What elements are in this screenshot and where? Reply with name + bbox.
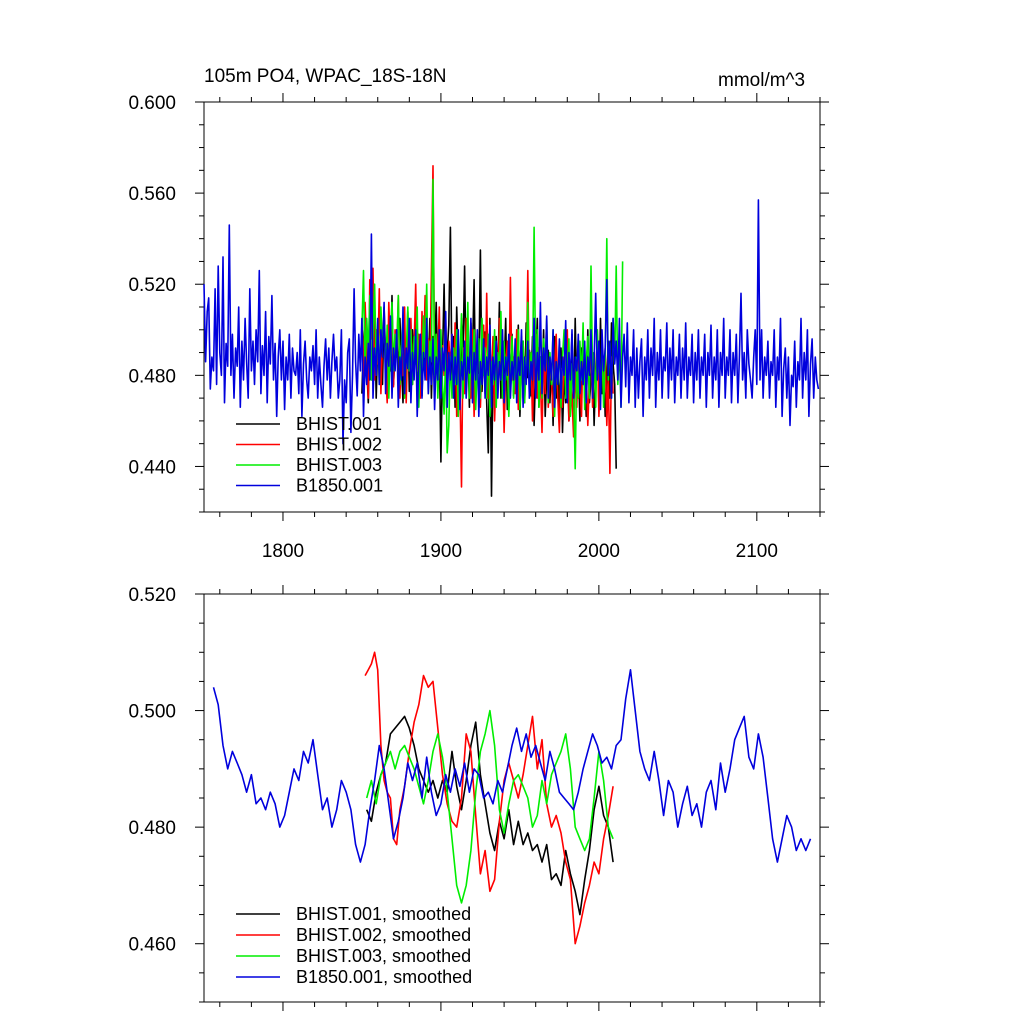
y-tick-label: 0.560 xyxy=(128,184,176,205)
series-line-b1850-001 xyxy=(203,199,820,445)
x-tick-label: 2000 xyxy=(578,541,620,562)
legend-label: BHIST.003, smoothed xyxy=(296,946,471,966)
units-label: mmol/m^3 xyxy=(718,70,806,91)
x-tick-label: 1900 xyxy=(420,541,462,562)
x-tick-label: 2100 xyxy=(736,541,778,562)
legend-label: BHIST.003 xyxy=(296,455,382,475)
y-tick-label: 0.520 xyxy=(128,585,176,606)
y-tick-label: 0.440 xyxy=(128,457,176,478)
series-line-b1850-001 xyxy=(212,669,812,863)
y-tick-label: 0.480 xyxy=(128,818,176,839)
legend-label: BHIST.002 xyxy=(296,435,382,455)
y-tick-label: 0.460 xyxy=(128,935,176,956)
y-tick-label: 0.480 xyxy=(128,366,176,387)
legend-label: BHIST.002, smoothed xyxy=(296,925,471,945)
top-panel: 0.440 0.480 0.520 0.560 0.600 1800 1900 2000 210… xyxy=(128,93,829,562)
y-tick-label: 0.600 xyxy=(128,93,176,114)
legend-label: B1850.001 xyxy=(296,476,383,496)
series-line-bhist-002 xyxy=(364,651,614,945)
legend-label: BHIST.001, smoothed xyxy=(296,904,471,924)
y-tick-label: 0.500 xyxy=(128,702,176,723)
x-tick-label: 1800 xyxy=(262,541,304,562)
y-tick-label: 0.520 xyxy=(128,275,176,296)
legend-label: B1850.001, smoothed xyxy=(296,967,472,987)
series-line-bhist-001 xyxy=(365,715,614,916)
legend-label: BHIST.001 xyxy=(296,414,382,434)
series-line-bhist-003 xyxy=(365,709,614,904)
chart-title: 105m PO4, WPAC_18S-18N xyxy=(204,66,447,87)
